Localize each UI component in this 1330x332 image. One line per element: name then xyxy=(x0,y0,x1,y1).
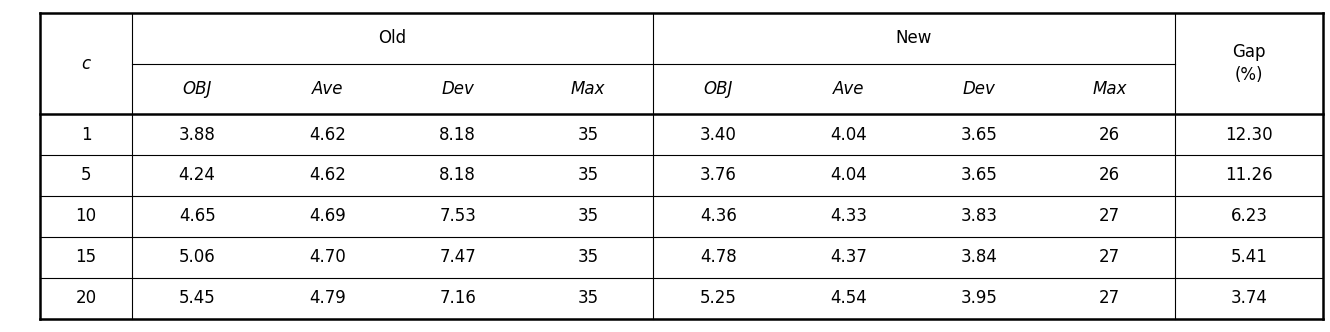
Text: Max: Max xyxy=(571,80,605,98)
Text: 8.18: 8.18 xyxy=(439,166,476,185)
Text: Ave: Ave xyxy=(833,80,865,98)
Text: 3.65: 3.65 xyxy=(960,166,998,185)
Text: Gap
(%): Gap (%) xyxy=(1232,43,1266,84)
Text: 3.40: 3.40 xyxy=(700,125,737,143)
Text: Max: Max xyxy=(1092,80,1127,98)
Text: 5: 5 xyxy=(81,166,92,185)
Text: 3.76: 3.76 xyxy=(700,166,737,185)
Text: 4.24: 4.24 xyxy=(178,166,215,185)
Text: 4.04: 4.04 xyxy=(830,166,867,185)
Text: 27: 27 xyxy=(1099,248,1120,266)
Text: 27: 27 xyxy=(1099,289,1120,307)
Text: 5.06: 5.06 xyxy=(178,248,215,266)
Text: Dev: Dev xyxy=(442,80,475,98)
Text: 4.78: 4.78 xyxy=(700,248,737,266)
Text: 3.84: 3.84 xyxy=(960,248,998,266)
Text: 35: 35 xyxy=(577,166,598,185)
Text: 8.18: 8.18 xyxy=(439,125,476,143)
Text: Old: Old xyxy=(379,30,407,47)
Text: 6.23: 6.23 xyxy=(1230,208,1267,225)
Text: 35: 35 xyxy=(577,125,598,143)
Text: 3.95: 3.95 xyxy=(960,289,998,307)
Text: 3.88: 3.88 xyxy=(178,125,215,143)
Text: 4.54: 4.54 xyxy=(830,289,867,307)
Text: 4.04: 4.04 xyxy=(830,125,867,143)
Text: 26: 26 xyxy=(1099,166,1120,185)
Text: 4.69: 4.69 xyxy=(309,208,346,225)
Text: c: c xyxy=(81,55,90,73)
Text: 4.37: 4.37 xyxy=(830,248,867,266)
Text: 4.62: 4.62 xyxy=(309,125,346,143)
Text: 7.47: 7.47 xyxy=(439,248,476,266)
Text: 12.30: 12.30 xyxy=(1225,125,1273,143)
Text: Ave: Ave xyxy=(311,80,343,98)
Text: 20: 20 xyxy=(76,289,97,307)
Text: 5.45: 5.45 xyxy=(178,289,215,307)
Text: 5.41: 5.41 xyxy=(1230,248,1267,266)
Text: 3.65: 3.65 xyxy=(960,125,998,143)
Text: 4.65: 4.65 xyxy=(178,208,215,225)
Text: 1: 1 xyxy=(81,125,92,143)
Text: 7.16: 7.16 xyxy=(439,289,476,307)
Text: 5.25: 5.25 xyxy=(700,289,737,307)
Text: 7.53: 7.53 xyxy=(439,208,476,225)
Text: 4.36: 4.36 xyxy=(700,208,737,225)
Text: 35: 35 xyxy=(577,208,598,225)
Text: 3.74: 3.74 xyxy=(1230,289,1267,307)
Text: 4.70: 4.70 xyxy=(309,248,346,266)
Text: OBJ: OBJ xyxy=(704,80,733,98)
Text: OBJ: OBJ xyxy=(182,80,211,98)
Text: 4.79: 4.79 xyxy=(309,289,346,307)
Text: 35: 35 xyxy=(577,289,598,307)
Text: 26: 26 xyxy=(1099,125,1120,143)
Text: 27: 27 xyxy=(1099,208,1120,225)
Text: 15: 15 xyxy=(76,248,97,266)
Text: 4.33: 4.33 xyxy=(830,208,867,225)
Text: 4.62: 4.62 xyxy=(309,166,346,185)
Text: New: New xyxy=(896,30,932,47)
Text: Dev: Dev xyxy=(963,80,996,98)
Text: 35: 35 xyxy=(577,248,598,266)
Text: 10: 10 xyxy=(76,208,97,225)
Text: 3.83: 3.83 xyxy=(960,208,998,225)
Text: 11.26: 11.26 xyxy=(1225,166,1273,185)
